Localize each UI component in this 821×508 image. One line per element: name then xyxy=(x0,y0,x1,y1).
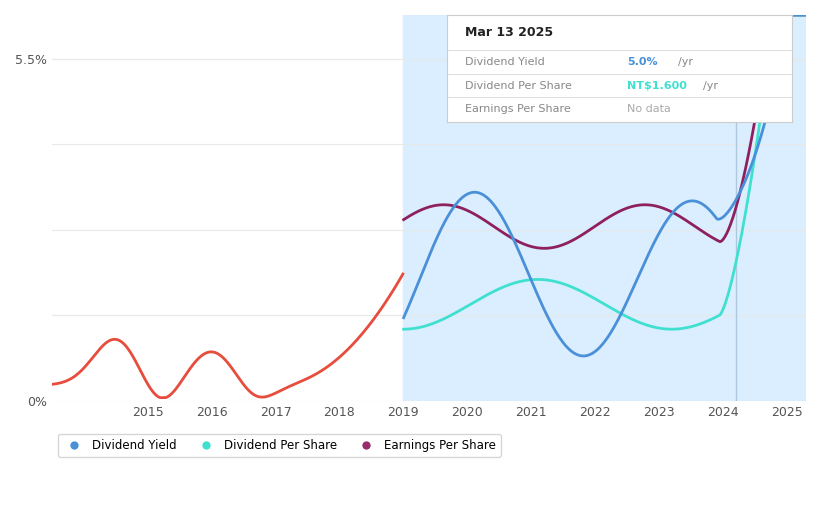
Text: NT$1.600: NT$1.600 xyxy=(626,81,686,90)
Text: Mar 13 2025: Mar 13 2025 xyxy=(465,26,553,39)
Bar xyxy=(736,15,819,401)
Text: No data: No data xyxy=(626,104,671,114)
Bar xyxy=(403,15,736,401)
Text: Past: Past xyxy=(739,43,764,55)
Text: /yr: /yr xyxy=(703,81,718,90)
Text: Earnings Per Share: Earnings Per Share xyxy=(465,104,571,114)
Text: Dividend Per Share: Dividend Per Share xyxy=(465,81,571,90)
Legend: Dividend Yield, Dividend Per Share, Earnings Per Share: Dividend Yield, Dividend Per Share, Earn… xyxy=(57,434,501,457)
Text: 5.0%: 5.0% xyxy=(626,57,658,67)
Text: Dividend Yield: Dividend Yield xyxy=(465,57,544,67)
Text: /yr: /yr xyxy=(678,57,694,67)
